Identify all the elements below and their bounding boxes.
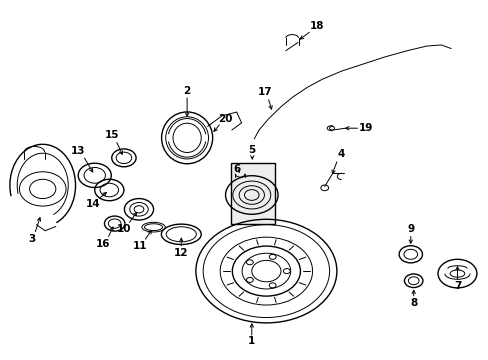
Text: 13: 13 <box>71 146 85 156</box>
Text: 5: 5 <box>248 145 255 156</box>
Text: 11: 11 <box>132 241 147 251</box>
Text: 18: 18 <box>309 21 324 31</box>
Text: 4: 4 <box>336 149 344 159</box>
Text: 14: 14 <box>85 199 100 209</box>
Text: 15: 15 <box>105 130 119 140</box>
Text: 9: 9 <box>407 224 413 234</box>
Text: 7: 7 <box>453 281 460 291</box>
Text: 10: 10 <box>117 224 131 234</box>
Text: 6: 6 <box>233 163 240 174</box>
Text: 3: 3 <box>28 234 35 244</box>
Text: 16: 16 <box>96 239 110 249</box>
Text: 1: 1 <box>248 337 255 346</box>
Text: 2: 2 <box>183 86 190 96</box>
Text: 12: 12 <box>174 248 188 258</box>
Text: 8: 8 <box>409 297 416 307</box>
Text: 19: 19 <box>358 123 372 133</box>
Bar <box>230 163 274 224</box>
Text: 17: 17 <box>257 87 272 98</box>
Text: 20: 20 <box>217 113 232 123</box>
